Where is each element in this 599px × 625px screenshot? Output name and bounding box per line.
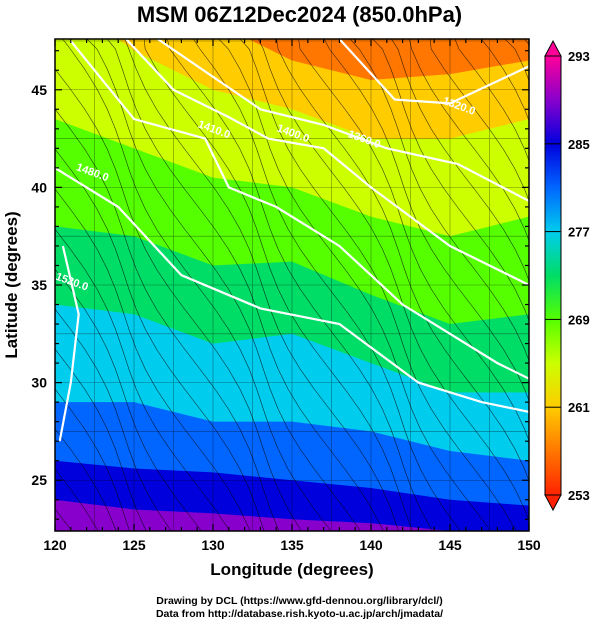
colorbar-label: 269: [568, 312, 590, 327]
credit-drawing: Drawing by DCL (https://www.gfd-dennou.o…: [156, 595, 443, 607]
streamline: [86, 39, 361, 531]
streamline: [193, 39, 461, 531]
streamline: [55, 308, 172, 531]
streamline: [55, 148, 265, 531]
colorbar-label: 293: [568, 49, 590, 64]
streamline: [561, 29, 599, 589]
streamline: [429, 39, 529, 202]
streamline: [408, 39, 529, 242]
axis-ticks: [54, 39, 530, 531]
y-tick-label: 45: [31, 82, 47, 98]
streamline: [454, 39, 529, 162]
x-tick-label: 120: [43, 537, 67, 553]
x-tick-label: 125: [122, 537, 146, 553]
streamline: [372, 39, 529, 322]
streamline: [55, 68, 302, 531]
x-tick-label: 135: [280, 537, 304, 553]
colorbar-label: 253: [568, 488, 590, 503]
streamline: [55, 388, 130, 531]
contour-line: [338, 39, 529, 105]
streamline: [323, 39, 529, 402]
streamline: [55, 268, 202, 531]
streamline: [124, 39, 399, 531]
x-tick-label: 150: [517, 537, 541, 553]
colorbar: [544, 55, 562, 496]
contour-line: [125, 39, 529, 286]
map-title: MSM 06Z12Dec2024 (850.0hPa): [136, 2, 463, 27]
streamline: [218, 39, 492, 531]
y-axis-title: Latitude (degrees): [2, 211, 21, 358]
colorbar-min-arrow: [544, 494, 562, 512]
y-tick-label: 30: [31, 375, 47, 391]
streamline: [55, 348, 147, 531]
streamline: [257, 39, 529, 522]
credits: Drawing by DCL (https://www.gfd-dennou.o…: [0, 595, 599, 621]
contour-line: [69, 40, 529, 380]
y-tick-label: 40: [31, 179, 47, 195]
streamline: [276, 39, 529, 482]
geopotential-contours: [55, 39, 529, 442]
streamline: [143, 39, 413, 531]
streamline: [55, 428, 117, 531]
streamline: [349, 39, 529, 362]
streamline: [583, 29, 599, 589]
y-tick-label: 35: [31, 277, 47, 293]
streamline: [55, 188, 251, 531]
streamline: [239, 39, 517, 531]
streamline: [391, 39, 529, 282]
x-tick-label: 145: [438, 537, 462, 553]
contour-line: [58, 245, 80, 442]
colorbar-label: 261: [568, 400, 590, 415]
x-tick-label: 130: [201, 537, 225, 553]
credit-data: Data from http://database.rish.kyoto-u.a…: [155, 608, 444, 620]
streamlines: [55, 29, 599, 589]
colorbar-label: 285: [568, 137, 590, 152]
colorbar-max-arrow: [544, 39, 562, 57]
x-tick-label: 140: [359, 537, 383, 553]
streamline: [55, 468, 99, 531]
streamline: [167, 39, 433, 531]
colorbar-label: 277: [568, 225, 590, 240]
contour-line: [157, 39, 529, 202]
x-axis-title: Longitude (degrees): [210, 560, 373, 579]
streamline: [55, 228, 230, 531]
streamline: [62, 39, 332, 531]
streamline: [298, 39, 529, 442]
streamline: [55, 108, 280, 531]
y-tick-label: 25: [31, 472, 47, 488]
contour-line: [55, 166, 529, 413]
